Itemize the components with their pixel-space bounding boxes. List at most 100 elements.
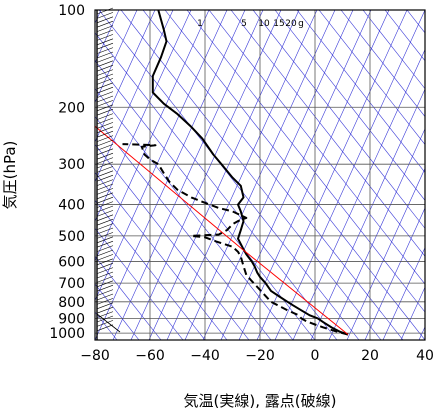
- dry-adiabat-line: [274, 10, 425, 340]
- wind-barb: [96, 311, 114, 318]
- y-tick-label: 400: [58, 198, 85, 214]
- wind-barb: [96, 276, 114, 283]
- moist-adiabat-line: [95, 171, 228, 340]
- wind-barb: [96, 78, 114, 85]
- y-tick-label: 100: [58, 3, 85, 19]
- dry-adiabat-line: [256, 10, 408, 340]
- moist-adiabat-line: [98, 10, 360, 340]
- dry-adiabat-line: [95, 10, 192, 222]
- moist-adiabat-line: [230, 10, 425, 257]
- wind-barb: [96, 148, 114, 156]
- wind-barb: [96, 232, 114, 239]
- dry-adiabat-line: [346, 167, 425, 340]
- wind-barb: [96, 179, 114, 186]
- dry-adiabat-line: [148, 10, 300, 340]
- wind-barb: [96, 100, 114, 107]
- wind-barb: [96, 108, 114, 116]
- dewpoint-line: [122, 143, 349, 336]
- wind-barb: [96, 135, 114, 142]
- wind-barb: [96, 51, 114, 59]
- dry-adiabat-line: [95, 10, 138, 104]
- moist-adiabat-line: [95, 199, 206, 340]
- wind-barb: [96, 271, 114, 279]
- wind-barb: [96, 192, 114, 200]
- wind-barb: [96, 122, 114, 129]
- wind-barb: [96, 324, 114, 332]
- x-tick-label: −40: [190, 348, 220, 364]
- moist-adiabat-line: [252, 10, 425, 229]
- wind-barb: [96, 249, 114, 257]
- temperature-line: [151, 10, 349, 336]
- wind-barb: [96, 210, 114, 217]
- moist-adiabat-line: [95, 32, 338, 340]
- x-tick-label: −80: [80, 348, 110, 364]
- wind-barb: [96, 73, 114, 81]
- dry-adiabat-line: [202, 10, 354, 340]
- sounding-series: [95, 10, 349, 336]
- moist-adiabat-line: [384, 10, 425, 62]
- wind-barb: [96, 183, 114, 191]
- wind-barb: [96, 306, 114, 314]
- mixing-ratio-label: 5: [241, 19, 247, 29]
- wind-barb: [96, 196, 114, 204]
- wind-barb: [96, 320, 114, 327]
- x-tick-label: 0: [311, 348, 320, 364]
- wind-barb: [96, 95, 114, 103]
- wind-barb: [96, 223, 114, 230]
- y-tick-label: 700: [58, 276, 85, 292]
- wind-barb: [96, 227, 114, 235]
- dry-adiabat-line: [418, 326, 425, 340]
- wind-barb: [96, 218, 114, 226]
- wind-barb: [96, 130, 114, 138]
- wind-barb: [96, 201, 114, 208]
- moist-adiabat-line: [95, 227, 184, 340]
- dry-adiabat-line: [95, 10, 156, 143]
- wind-barb: [96, 139, 114, 147]
- y-tick-label: 300: [58, 157, 85, 173]
- y-axis-title: 気圧(hPa): [1, 141, 19, 210]
- x-tick-label: −60: [135, 348, 165, 364]
- wind-barb: [96, 313, 121, 333]
- wind-barb: [96, 25, 114, 32]
- x-tick-label: −20: [245, 348, 275, 364]
- y-tick-label: 1000: [49, 326, 85, 342]
- moist-adiabat-line: [274, 10, 425, 201]
- x-tick-label: 40: [416, 348, 434, 364]
- wind-barb: [96, 56, 114, 63]
- dry-adiabat-line: [95, 10, 246, 340]
- wind-barb: [96, 245, 114, 252]
- moist-adiabat-line: [186, 10, 425, 313]
- wind-barb: [96, 262, 114, 270]
- wind-barb: [96, 258, 114, 266]
- wind-barb: [96, 69, 114, 76]
- moist-adiabat-line: [95, 255, 162, 340]
- moist-adiabat-line: [429, 10, 435, 340]
- wind-barb: [96, 104, 114, 112]
- mixing-ratio-labels: 1 5 10 15 20 g: [197, 19, 304, 29]
- moist-adiabat-line: [208, 10, 425, 285]
- parcel-path-line: [95, 125, 349, 335]
- wind-barb: [96, 152, 114, 160]
- wind-barb: [96, 170, 114, 178]
- plot-frame: [94, 9, 426, 341]
- moist-adiabat-line: [296, 10, 425, 173]
- wind-barb: [96, 166, 114, 173]
- dry-adiabat-line: [95, 10, 174, 183]
- dry-adiabat-line: [166, 10, 318, 340]
- wind-barb: [96, 64, 114, 72]
- mixing-ratio-label: 10: [258, 19, 270, 29]
- moist-adiabat-line: [95, 88, 294, 340]
- wind-barb: [96, 86, 114, 94]
- wind-barb: [96, 144, 114, 151]
- y-tick-label: 900: [58, 311, 85, 327]
- moist-adiabat-line: [362, 10, 425, 90]
- wind-barb: [96, 7, 114, 15]
- wind-barb: [96, 60, 114, 68]
- wind-barb: [96, 315, 114, 323]
- y-tick-label: 800: [58, 295, 85, 311]
- dry-adiabat-line: [220, 10, 372, 340]
- wind-barb: [96, 205, 114, 213]
- moist-adiabat-line: [406, 10, 425, 34]
- wind-barb: [96, 91, 114, 98]
